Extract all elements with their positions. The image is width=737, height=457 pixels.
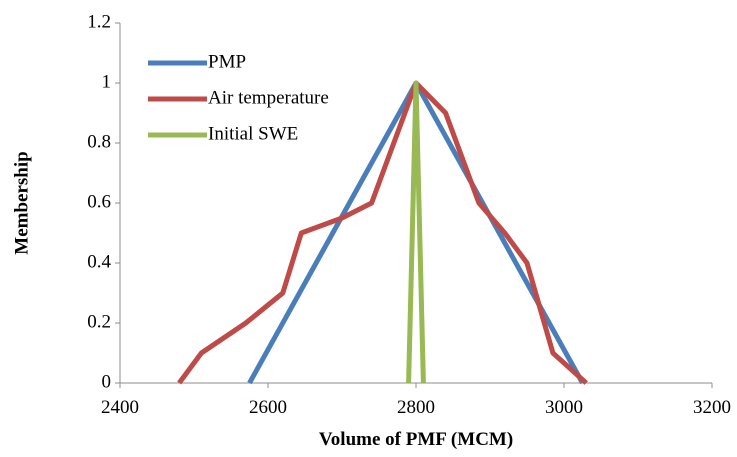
- legend-label-air-temperature: Air temperature: [208, 87, 329, 108]
- y-tick-label: 1.2: [87, 11, 111, 32]
- y-tick-label: 0: [102, 371, 112, 392]
- x-tick-label: 2400: [101, 397, 139, 418]
- legend-label-pmp: PMP: [208, 51, 246, 72]
- y-tick-label: 0.2: [87, 311, 111, 332]
- x-tick-label: 3200: [693, 397, 731, 418]
- series-line-initial-swe: [406, 80, 426, 384]
- y-axis-title: Membership: [11, 151, 32, 254]
- series-lines: [177, 80, 588, 385]
- x-tick-label: 3000: [545, 397, 583, 418]
- axes: [119, 23, 712, 384]
- series-line-air-temperature: [177, 80, 588, 385]
- tick-labels: 0 0.2 0.4 0.6 0.8 1 1.2 2400 2600 2800 3000 3200: [87, 11, 731, 418]
- x-axis-title: Volume of PMF (MCM): [319, 429, 513, 450]
- legend: PMP Air temperature Initial SWE: [148, 51, 329, 144]
- y-tick-label: 1: [102, 71, 112, 92]
- y-axis-title-group: Membership: [11, 151, 32, 254]
- y-tick-label: 0.6: [87, 191, 111, 212]
- x-tick-label: 2600: [249, 397, 287, 418]
- y-tick-label: 0.8: [87, 131, 111, 152]
- y-tick-label: 0.4: [87, 251, 111, 272]
- legend-label-initial-swe: Initial SWE: [208, 123, 298, 144]
- x-tick-label: 2800: [397, 397, 435, 418]
